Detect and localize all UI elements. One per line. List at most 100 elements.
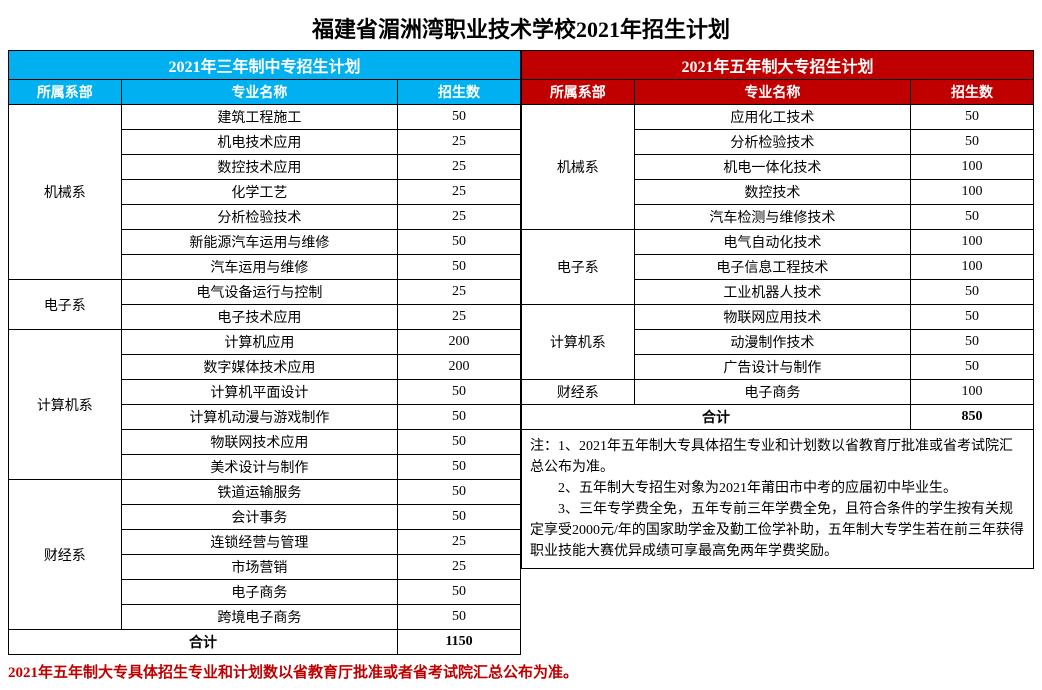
count-cell: 100 xyxy=(911,230,1034,255)
right-table: 2021年五年制大专招生计划所属系部专业名称招生数机械系应用化工技术50分析检验… xyxy=(521,50,1034,430)
total-value: 850 xyxy=(911,405,1034,430)
major-cell: 美术设计与制作 xyxy=(121,455,397,480)
count-cell: 25 xyxy=(398,180,521,205)
major-cell: 电气设备运行与控制 xyxy=(121,280,397,305)
count-cell: 50 xyxy=(398,505,521,530)
dept-cell: 财经系 xyxy=(9,480,122,630)
dept-cell: 计算机系 xyxy=(522,305,635,380)
page-title: 福建省湄洲湾职业技术学校2021年招生计划 xyxy=(8,12,1034,44)
count-cell: 25 xyxy=(398,530,521,555)
section-header: 2021年三年制中专招生计划 xyxy=(9,51,521,80)
total-label: 合计 xyxy=(522,405,911,430)
count-cell: 50 xyxy=(398,405,521,430)
count-cell: 50 xyxy=(398,255,521,280)
column-header: 所属系部 xyxy=(9,80,122,105)
major-cell: 数字媒体技术应用 xyxy=(121,355,397,380)
count-cell: 100 xyxy=(911,155,1034,180)
count-cell: 50 xyxy=(398,605,521,630)
count-cell: 50 xyxy=(398,430,521,455)
note-line: 注：1、2021年五年制大专具体招生专业和计划数以省教育厅批准或省考试院汇总公布… xyxy=(530,436,1025,478)
count-cell: 50 xyxy=(398,230,521,255)
footer-note: 2021年五年制大专具体招生专业和计划数以省教育厅批准或者省考试院汇总公布为准。 xyxy=(8,661,1034,682)
dept-cell: 机械系 xyxy=(522,105,635,230)
column-header: 招生数 xyxy=(911,80,1034,105)
count-cell: 50 xyxy=(911,105,1034,130)
count-cell: 25 xyxy=(398,130,521,155)
major-cell: 汽车运用与维修 xyxy=(121,255,397,280)
table-row: 财经系铁道运输服务50 xyxy=(9,480,521,505)
note-line: 3、三年专学费全免，五年专前三年学费全免，且符合条件的学生按有关规定享受2000… xyxy=(530,499,1025,562)
major-cell: 电子信息工程技术 xyxy=(634,255,910,280)
count-cell: 50 xyxy=(398,380,521,405)
major-cell: 计算机应用 xyxy=(121,330,397,355)
count-cell: 25 xyxy=(398,305,521,330)
major-cell: 计算机平面设计 xyxy=(121,380,397,405)
tables-wrapper: 2021年三年制中专招生计划所属系部专业名称招生数机械系建筑工程施工50机电技术… xyxy=(8,50,1034,655)
major-cell: 工业机器人技术 xyxy=(634,280,910,305)
dept-cell: 电子系 xyxy=(522,230,635,305)
count-cell: 25 xyxy=(398,555,521,580)
major-cell: 物联网应用技术 xyxy=(634,305,910,330)
left-panel: 2021年三年制中专招生计划所属系部专业名称招生数机械系建筑工程施工50机电技术… xyxy=(8,50,521,655)
dept-cell: 计算机系 xyxy=(9,330,122,480)
notes-block: 注：1、2021年五年制大专具体招生专业和计划数以省教育厅批准或省考试院汇总公布… xyxy=(521,430,1034,569)
major-cell: 电子商务 xyxy=(634,380,910,405)
dept-cell: 电子系 xyxy=(9,280,122,330)
dept-cell: 财经系 xyxy=(522,380,635,405)
major-cell: 汽车检测与维修技术 xyxy=(634,205,910,230)
table-row: 财经系电子商务100 xyxy=(522,380,1034,405)
count-cell: 50 xyxy=(911,330,1034,355)
count-cell: 50 xyxy=(911,130,1034,155)
total-label: 合计 xyxy=(9,630,398,655)
count-cell: 100 xyxy=(911,255,1034,280)
count-cell: 50 xyxy=(911,205,1034,230)
major-cell: 数控技术 xyxy=(634,180,910,205)
column-header: 专业名称 xyxy=(634,80,910,105)
major-cell: 动漫制作技术 xyxy=(634,330,910,355)
major-cell: 跨境电子商务 xyxy=(121,605,397,630)
dept-cell: 机械系 xyxy=(9,105,122,280)
major-cell: 化学工艺 xyxy=(121,180,397,205)
count-cell: 50 xyxy=(911,305,1034,330)
major-cell: 机电技术应用 xyxy=(121,130,397,155)
table-row: 电子系电气自动化技术100 xyxy=(522,230,1034,255)
major-cell: 数控技术应用 xyxy=(121,155,397,180)
count-cell: 50 xyxy=(398,105,521,130)
column-header: 招生数 xyxy=(398,80,521,105)
major-cell: 广告设计与制作 xyxy=(634,355,910,380)
count-cell: 25 xyxy=(398,155,521,180)
major-cell: 连锁经营与管理 xyxy=(121,530,397,555)
total-value: 1150 xyxy=(398,630,521,655)
count-cell: 50 xyxy=(398,580,521,605)
major-cell: 电子技术应用 xyxy=(121,305,397,330)
major-cell: 市场营销 xyxy=(121,555,397,580)
count-cell: 100 xyxy=(911,180,1034,205)
table-row: 计算机系计算机应用200 xyxy=(9,330,521,355)
table-row: 机械系建筑工程施工50 xyxy=(9,105,521,130)
major-cell: 应用化工技术 xyxy=(634,105,910,130)
count-cell: 100 xyxy=(911,380,1034,405)
table-row: 电子系电气设备运行与控制25 xyxy=(9,280,521,305)
count-cell: 50 xyxy=(398,455,521,480)
note-line: 2、五年制大专招生对象为2021年莆田市中考的应届初中毕业生。 xyxy=(530,478,1025,499)
count-cell: 25 xyxy=(398,280,521,305)
major-cell: 分析检验技术 xyxy=(634,130,910,155)
major-cell: 电子商务 xyxy=(121,580,397,605)
table-row: 计算机系物联网应用技术50 xyxy=(522,305,1034,330)
count-cell: 200 xyxy=(398,330,521,355)
table-row: 机械系应用化工技术50 xyxy=(522,105,1034,130)
count-cell: 25 xyxy=(398,205,521,230)
count-cell: 50 xyxy=(911,280,1034,305)
major-cell: 分析检验技术 xyxy=(121,205,397,230)
count-cell: 50 xyxy=(911,355,1034,380)
major-cell: 物联网技术应用 xyxy=(121,430,397,455)
major-cell: 会计事务 xyxy=(121,505,397,530)
count-cell: 200 xyxy=(398,355,521,380)
major-cell: 计算机动漫与游戏制作 xyxy=(121,405,397,430)
major-cell: 铁道运输服务 xyxy=(121,480,397,505)
major-cell: 建筑工程施工 xyxy=(121,105,397,130)
column-header: 专业名称 xyxy=(121,80,397,105)
section-header: 2021年五年制大专招生计划 xyxy=(522,51,1034,80)
count-cell: 50 xyxy=(398,480,521,505)
major-cell: 电气自动化技术 xyxy=(634,230,910,255)
